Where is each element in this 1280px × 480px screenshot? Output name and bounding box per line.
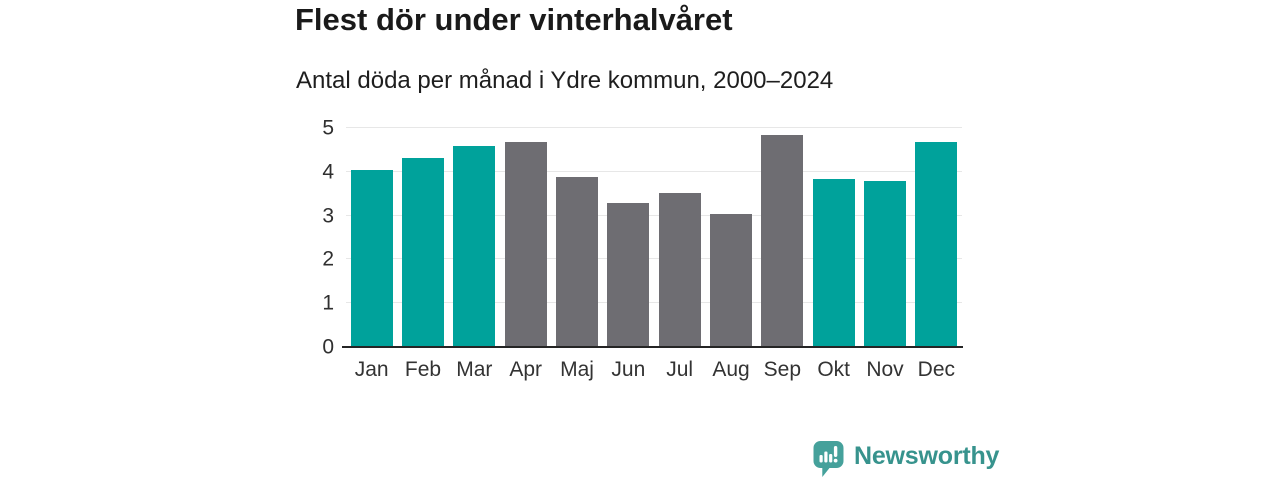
bar-nov [864, 180, 906, 347]
bar-aug [710, 213, 752, 347]
bar-sep [761, 135, 804, 347]
y-axis-tick-label: 4 [322, 160, 334, 184]
bar-apr [504, 142, 547, 347]
chart-subtitle: Antal döda per månad i Ydre kommun, 2000… [296, 67, 834, 94]
x-axis-tick-label: Maj [560, 358, 594, 381]
bar-jan [350, 170, 393, 347]
newsworthy-logo: Newsworthy [812, 440, 999, 478]
y-axis-tick-label: 3 [322, 204, 334, 228]
x-axis-tick-label: Apr [509, 358, 542, 381]
bar-mar [453, 145, 496, 347]
y-axis-tick-label: 2 [322, 247, 334, 271]
gridline [346, 214, 962, 216]
x-axis-line [342, 346, 963, 348]
gridline [346, 258, 962, 260]
x-axis-tick-label: Jul [666, 358, 694, 381]
bar-feb [402, 157, 444, 347]
x-axis-tick-label: Nov [866, 358, 904, 381]
chart-title: Flest dör under vinterhalvåret [295, 2, 733, 37]
y-axis-tick-label: 5 [322, 116, 334, 140]
bar-maj [556, 177, 598, 347]
x-axis-tick-label: Sep [763, 358, 802, 381]
x-axis-tick-label: Jun [611, 358, 646, 381]
gridline [346, 127, 962, 128]
gridline [346, 170, 962, 172]
plot-area: 0 1 2 3 4 5 Jan Feb Mar Apr Maj Jun Jul Aug Sep Okt Nov D… [322, 118, 963, 380]
x-axis-tick-label: Jan [354, 358, 389, 381]
x-axis-tick-label: Mar [456, 358, 493, 381]
bar-jun [607, 203, 650, 347]
bar-okt [812, 178, 855, 347]
x-axis-tick-label: Feb [404, 358, 442, 381]
x-axis-tick-label: Dec [917, 358, 956, 381]
y-axis-tick-label: 0 [322, 335, 334, 359]
y-axis-tick-label: 1 [322, 291, 334, 315]
x-axis-tick-label: Okt [817, 358, 850, 381]
bar-dec [915, 142, 958, 347]
bar-jul [658, 192, 701, 347]
newsworthy-logo-icon [813, 441, 844, 477]
x-axis-tick-label: Aug [712, 358, 750, 381]
gridline [346, 302, 962, 304]
newsworthy-logo-text: Newsworthy [854, 441, 1000, 470]
